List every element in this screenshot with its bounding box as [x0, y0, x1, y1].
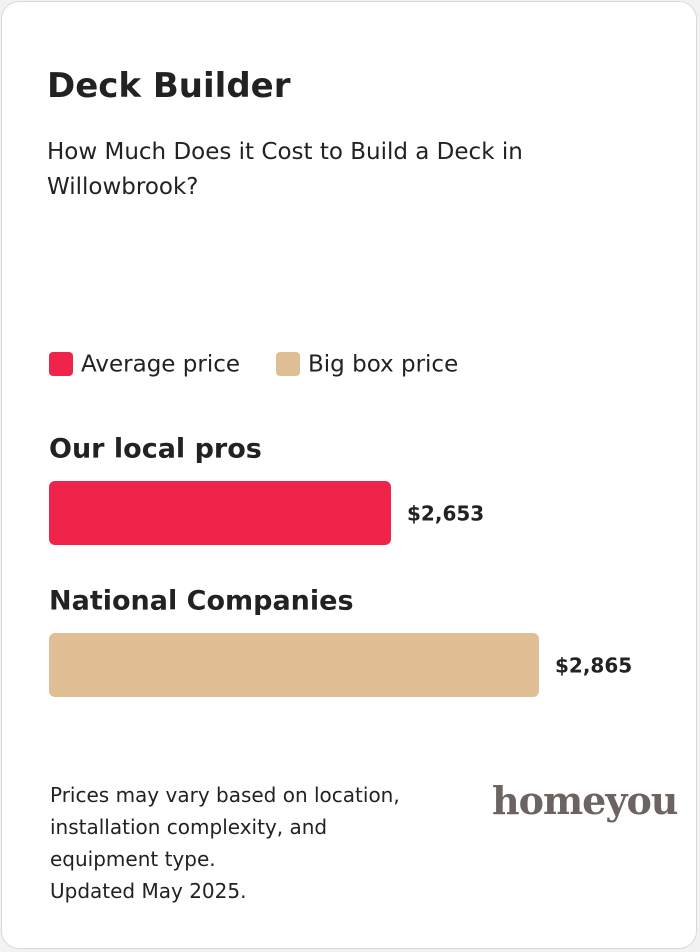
subtitle: How Much Does it Cost to Build a Deck in… — [47, 139, 523, 200]
legend-label: Big box price — [308, 352, 458, 378]
legend-swatch — [49, 352, 73, 376]
value-label: $2,653 — [407, 502, 484, 526]
logo: homeyou — [492, 778, 678, 823]
category-label: National Companies — [49, 586, 354, 617]
footnote-line: Updated May 2025. — [50, 879, 247, 903]
category-label: Our local pros — [49, 434, 262, 465]
title: Deck Builder — [47, 66, 291, 106]
bar — [49, 481, 392, 545]
footnote-line: installation complexity, and — [50, 815, 328, 839]
footnote-line: Prices may vary based on location, — [50, 783, 400, 807]
legend-swatch — [276, 352, 301, 376]
footnote-line: equipment type. — [50, 847, 216, 871]
footnote: Prices may vary based on location, instal… — [50, 779, 400, 907]
legend-label: Average price — [81, 352, 240, 378]
value-label: $2,865 — [555, 654, 632, 678]
bar — [49, 633, 539, 697]
